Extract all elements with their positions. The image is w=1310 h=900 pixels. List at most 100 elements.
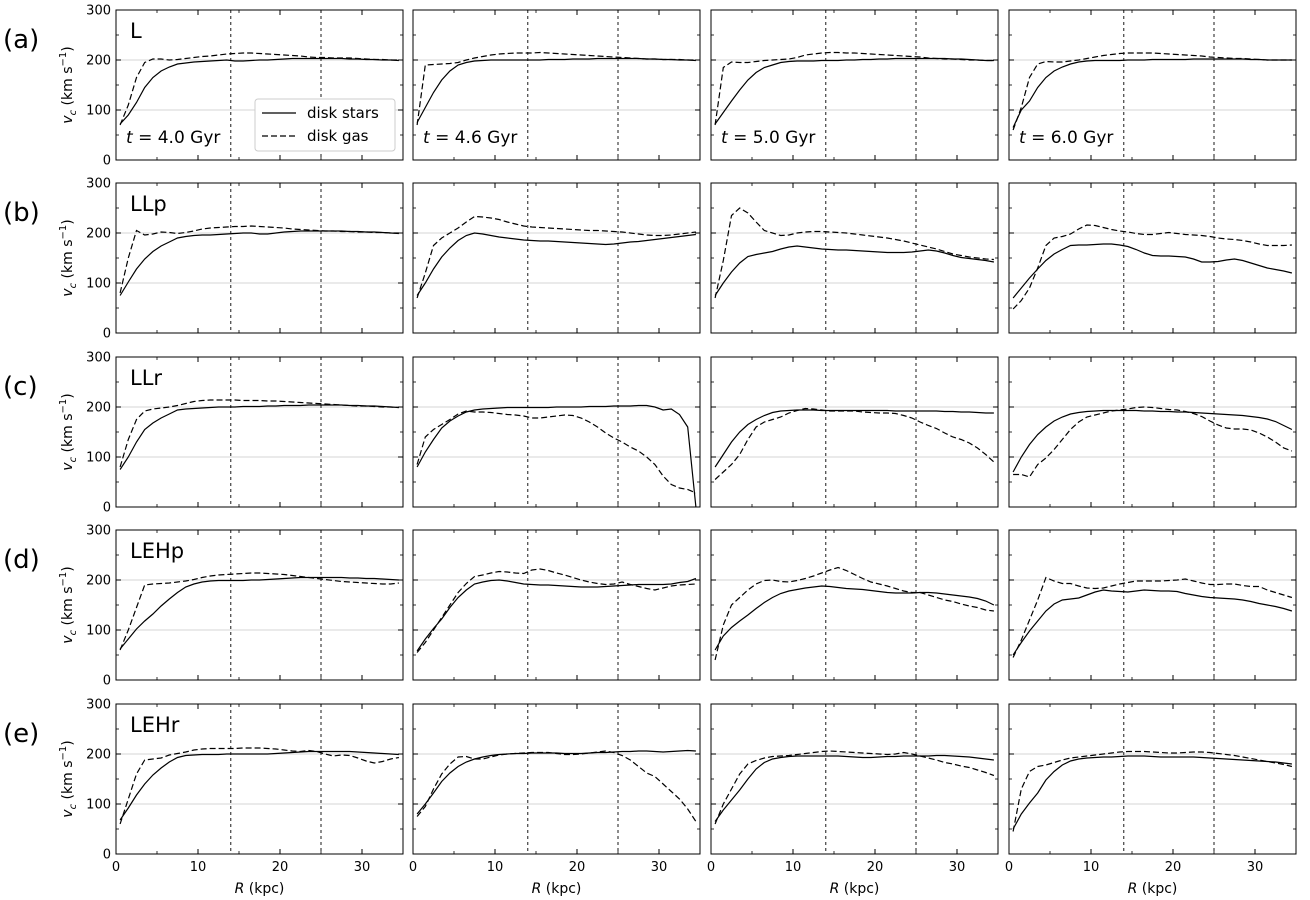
x-tick-label: 30: [1247, 860, 1264, 875]
x-axis-label: R (kpc): [532, 881, 582, 897]
x-tick-label: 20: [569, 860, 586, 875]
x-tick-label: 10: [487, 860, 504, 875]
y-tick-label: 200: [86, 748, 111, 763]
y-tick-label: 0: [103, 848, 111, 863]
y-tick-label: 100: [86, 451, 111, 466]
y-axis-label: vc (km s−1): [58, 393, 79, 470]
panel-frame: [412, 356, 701, 508]
series-disk-stars-line: [1012, 409, 1293, 473]
series-disk-gas-line: [119, 399, 399, 468]
series-disk-gas-line: [416, 51, 696, 126]
panel-frame: [412, 182, 701, 334]
series-disk-gas-line: [416, 410, 697, 494]
model-name: L: [130, 19, 142, 43]
time-label: t = 4.6 Gyr: [423, 128, 517, 148]
x-tick-label: 10: [785, 860, 802, 875]
series-disk-stars-line: [119, 404, 399, 470]
series-disk-stars-line: [416, 232, 696, 296]
panel-r4-c1: 0 10 20 30: [409, 703, 701, 875]
panel-r2-c0: 0 100 200 300: [86, 351, 404, 516]
panel-r0-c3: [1008, 9, 1297, 161]
x-tick-label: 0: [112, 860, 120, 875]
panel-r3-c1: [412, 529, 701, 681]
time-label: t = 5.0 Gyr: [721, 128, 815, 148]
series-disk-gas-line: [416, 750, 697, 822]
y-tick-label: 100: [86, 798, 111, 813]
x-axis-label: R (kpc): [235, 881, 285, 897]
series-disk-gas-line: [416, 568, 696, 653]
x-tick-label: 0: [409, 860, 417, 875]
x-tick-label: 10: [1083, 860, 1100, 875]
series-disk-stars-line: [1012, 58, 1292, 128]
panel-frame: [1008, 356, 1297, 508]
panel-frame: [710, 182, 999, 334]
y-tick-label: 200: [86, 227, 111, 242]
y-tick-label: 200: [86, 574, 111, 589]
series-disk-stars-line: [714, 409, 994, 468]
series-disk-stars-line: [1012, 589, 1293, 656]
series-disk-gas-line: [714, 51, 994, 126]
series-disk-gas-line: [1012, 576, 1293, 658]
series-disk-gas-line: [1012, 52, 1292, 131]
panel-frame: [710, 356, 999, 508]
series-disk-gas-line: [714, 407, 995, 480]
panel-frame: [710, 703, 999, 855]
row-tag: (e): [3, 719, 39, 749]
x-axis-label: R (kpc): [830, 881, 880, 897]
panel-r3-c0: 0 100 200 300: [86, 524, 404, 689]
legend-gas-label: disk gas: [307, 127, 369, 145]
x-axis-label: R (kpc): [1128, 881, 1178, 897]
model-name: LLr: [130, 366, 162, 390]
y-axis-label: vc (km s−1): [58, 46, 79, 123]
x-tick-label: 0: [1005, 860, 1013, 875]
series-disk-stars-line: [416, 404, 697, 507]
panel-frame: [412, 529, 701, 681]
series-disk-stars-line: [1012, 243, 1293, 299]
x-tick-label: 0: [707, 860, 715, 875]
series-disk-stars-line: [1012, 755, 1292, 830]
panel-r1-c1: [412, 182, 701, 334]
legend-stars-label: disk stars: [307, 104, 379, 122]
y-tick-label: 0: [103, 327, 111, 342]
y-tick-label: 300: [86, 4, 111, 19]
series-disk-gas-line: [416, 215, 696, 299]
row-tag: (a): [3, 25, 39, 55]
series-disk-gas-line: [1012, 224, 1292, 310]
y-tick-label: 200: [86, 54, 111, 69]
y-tick-label: 0: [103, 501, 111, 516]
series-disk-stars-line: [714, 754, 994, 822]
x-tick-label: 30: [949, 860, 966, 875]
series-disk-stars-line: [119, 230, 399, 296]
model-name: LEHp: [130, 539, 184, 563]
time-label: t = 6.0 Gyr: [1019, 128, 1113, 148]
x-tick-label: 30: [354, 860, 371, 875]
y-tick-label: 300: [86, 524, 111, 539]
series-disk-stars-line: [714, 585, 995, 651]
row-tag: (d): [3, 545, 40, 575]
series-disk-gas-line: [714, 566, 994, 661]
series-disk-stars-line: [119, 57, 399, 125]
model-name: LEHr: [130, 713, 180, 737]
panel-r2-c3: [1008, 356, 1297, 508]
y-axis-label: vc (km s−1): [58, 740, 79, 817]
series-disk-stars-line: [416, 577, 697, 652]
panel-r4-c0: 0 100 200 300 0 10 20 30: [86, 698, 404, 875]
series-disk-gas-line: [1013, 406, 1293, 478]
panel-r4-c2: 0 10 20 30: [707, 703, 999, 875]
y-axis-label: vc (km s−1): [58, 219, 79, 296]
panel-r3-c3: [1008, 529, 1297, 681]
y-tick-label: 300: [86, 698, 111, 713]
legend: disk stars disk gas: [254, 98, 396, 152]
series-disk-stars-line: [119, 750, 399, 821]
panel-r2-c1: [412, 356, 701, 508]
series-disk-gas-line: [119, 225, 399, 294]
panel-r0-c0: 0 100 200 300: [86, 4, 404, 169]
y-tick-label: 300: [86, 177, 111, 192]
series-disk-gas-line: [119, 52, 399, 126]
x-tick-label: 10: [190, 860, 207, 875]
x-tick-label: 20: [867, 860, 884, 875]
panel-frame: [1008, 703, 1297, 855]
panel-r4-c3: 0 10 20 30: [1005, 703, 1297, 875]
series-disk-stars-line: [714, 57, 994, 125]
